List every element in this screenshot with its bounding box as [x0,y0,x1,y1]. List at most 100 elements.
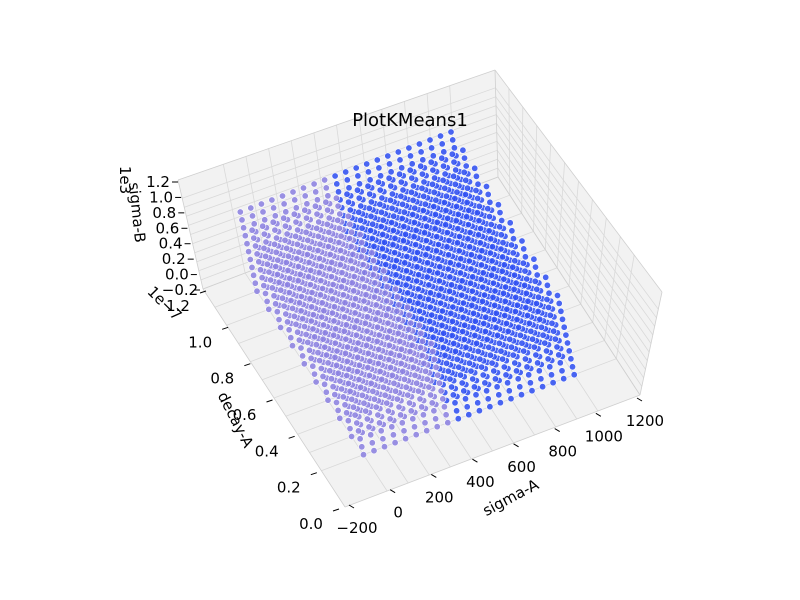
data-point [518,339,526,347]
y-axis-tick [332,508,340,512]
data-point [347,242,355,250]
data-point [479,371,487,379]
data-point [343,371,351,379]
data-point [423,222,431,230]
data-point [516,383,524,391]
data-point [372,315,380,323]
data-point [248,263,256,271]
data-point [289,304,297,312]
data-point [420,178,428,186]
data-point [408,341,416,349]
data-point [494,331,502,339]
data-point [456,269,464,277]
data-point [402,435,410,443]
data-point [354,339,362,347]
data-point [474,194,482,202]
data-point [323,220,331,228]
data-point [418,403,426,411]
x-axis-tick-label: 0 [393,504,403,522]
data-point [375,331,383,339]
data-point [523,363,531,371]
data-point [367,227,375,235]
data-point [314,247,322,255]
data-point [280,200,288,208]
data-point [381,289,389,297]
x-axis-tick [431,473,437,478]
data-point [372,301,380,309]
data-point [486,403,494,411]
data-point [548,319,556,327]
data-point [326,250,334,258]
data-point [321,380,329,388]
data-point [303,200,311,208]
data-point [328,258,336,266]
data-point [431,225,439,233]
data-point [316,357,324,365]
data-point [343,409,351,417]
data-point [408,160,416,168]
data-point [345,365,353,373]
data-point [460,168,468,176]
data-point [544,355,552,363]
data-point [428,399,436,407]
data-point [302,330,310,338]
data-point [462,176,470,184]
data-point [354,172,362,180]
data-point [373,287,381,295]
data-point [349,301,357,309]
data-point [387,168,395,176]
data-point [364,349,372,357]
data-point [339,305,347,313]
data-point [336,261,344,269]
data-point [453,239,461,247]
data-point [335,239,343,247]
data-point [353,317,361,325]
data-point [437,299,445,307]
data-point [427,391,435,399]
data-point [406,333,414,341]
data-point [364,182,372,190]
data-point [400,375,408,383]
z-axis-tick-label: 0.4 [159,235,183,253]
data-point [389,226,397,234]
data-point [357,202,365,210]
data-point [297,344,305,352]
data-point [304,222,312,230]
data-point [293,240,301,248]
data-point [326,367,334,375]
x-axis-tick [472,458,478,463]
data-point [346,206,354,214]
data-point [464,351,472,359]
data-point [397,192,405,200]
data-point [325,228,333,236]
data-point [285,289,293,297]
data-point [351,411,359,419]
data-point [469,375,477,383]
data-point [397,359,405,367]
data-point [562,331,570,339]
data-point [327,273,335,281]
z-axis-tick-label: 0.8 [152,204,176,222]
data-point [436,263,444,271]
data-point [361,319,369,327]
data-point [465,359,473,367]
data-point [523,275,531,283]
data-point [238,216,246,224]
data-point [510,285,518,293]
data-point [460,154,468,162]
data-point [299,184,307,192]
data-point [407,319,415,327]
data-point [319,335,327,343]
data-point [433,233,441,241]
y-axis-tick-label: 1.2 [166,297,190,315]
data-point [475,231,483,239]
data-point [315,269,323,277]
data-point [392,387,400,395]
data-point [438,335,446,343]
data-point [355,208,363,216]
data-point [363,160,371,168]
data-point [395,315,403,323]
data-point [260,230,268,238]
data-point [273,308,281,316]
data-point [528,387,536,395]
